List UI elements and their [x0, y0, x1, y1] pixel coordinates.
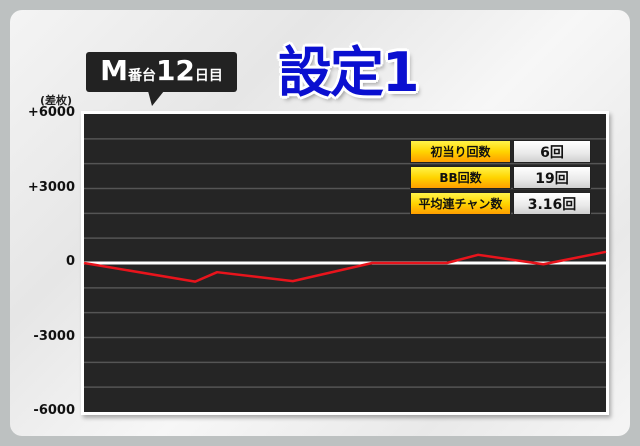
stat-row-first-hits: 初当り回数 6回 [410, 140, 591, 163]
machine-prefix: M [100, 54, 128, 87]
day-suffix: 日目 [194, 68, 223, 84]
machine-suffix: 番台 [127, 68, 156, 84]
stat-value: 19回 [513, 166, 591, 189]
stat-row-avg-chain: 平均連チャン数 3.16回 [410, 192, 591, 215]
day-number: 12 [155, 54, 195, 87]
page-title: 設定1 [278, 41, 420, 104]
stat-value: 6回 [513, 140, 591, 163]
stat-value: 3.16回 [513, 192, 591, 215]
y-tick-label: -3000 [33, 328, 75, 344]
stat-label: BB回数 [410, 166, 511, 189]
y-tick-label: +6000 [27, 105, 75, 120]
stat-label: 平均連チャン数 [410, 192, 511, 215]
y-tick-label: -6000 [33, 403, 75, 418]
y-axis-label: (差枚) [40, 94, 73, 107]
stat-row-bb-count: BB回数 19回 [410, 166, 591, 189]
y-tick-label: +3000 [27, 179, 75, 195]
machine-day-bubble: M 番台 12 日目 [86, 52, 237, 106]
stats-table: 初当り回数 6回 BB回数 19回 平均連チャン数 3.16回 [410, 140, 591, 218]
stat-label: 初当り回数 [410, 140, 511, 163]
plot-area [81, 111, 609, 415]
line-chart [83, 114, 607, 412]
y-tick-label: 0 [65, 254, 75, 269]
